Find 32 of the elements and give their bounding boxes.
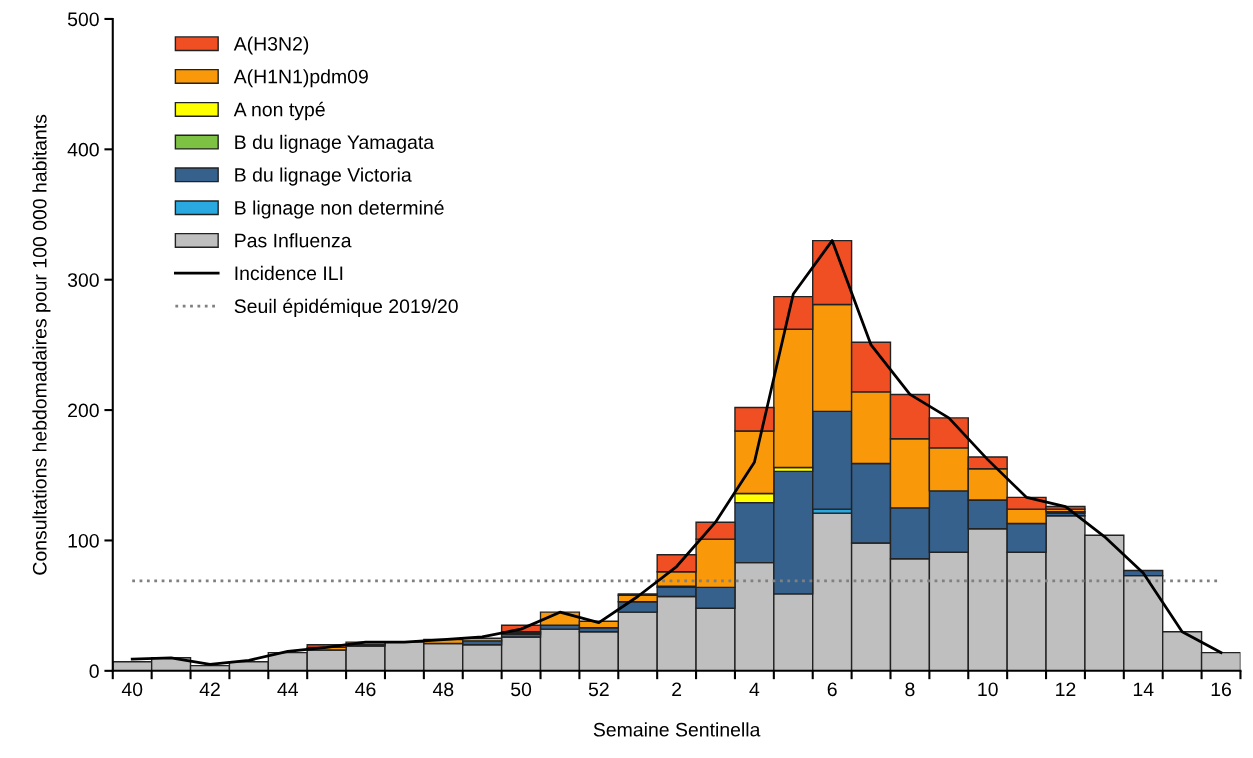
y-axis-title: Consultations hebdomadaires pour 100 000 habitants: [32, 114, 51, 575]
y-tick-label: 200: [68, 403, 99, 418]
x-tick-label: 4: [749, 682, 760, 697]
x-tick-label: 6: [827, 682, 837, 697]
x-tick-label: 52: [588, 682, 609, 697]
legend-label: Seuil épidémique 2019/20: [234, 298, 458, 317]
y-tick-label: 0: [89, 664, 99, 679]
legend-label: B du lignage Yamagata: [235, 134, 435, 153]
legend-label: Pas Influenza: [235, 233, 352, 248]
y-tick-label: 100: [68, 533, 99, 548]
x-tick-label: 44: [277, 682, 298, 697]
x-tick-label: 40: [121, 682, 143, 697]
y-tick-label: 500: [67, 12, 99, 27]
x-tick-label: 14: [1133, 682, 1154, 697]
x-tick-label: 50: [511, 682, 532, 697]
x-axis-title: Semaine Sentinella: [593, 722, 761, 737]
x-tick-label: 10: [978, 682, 998, 697]
legend-label: A non typé: [233, 101, 325, 121]
x-tick-label: 8: [905, 682, 915, 697]
y-tick-label: 300: [67, 273, 99, 287]
legend-label: A(H3N2): [233, 36, 309, 55]
legend-label: A(H1N1)pdm09: [233, 69, 368, 88]
x-tick-label: 42: [199, 682, 220, 697]
y-tick-label: 400: [67, 142, 99, 157]
legend-label: B lignage non determiné: [235, 200, 444, 219]
legend-label: Incidence ILI: [235, 265, 343, 281]
x-tick-label: 2: [672, 682, 682, 697]
x-tick-label: 46: [355, 682, 376, 697]
x-tick-label: 48: [432, 682, 454, 697]
x-tick-label: 12: [1056, 682, 1076, 697]
x-tick-label: 16: [1211, 682, 1231, 697]
legend-label: B du lignage Victoria: [235, 167, 412, 186]
